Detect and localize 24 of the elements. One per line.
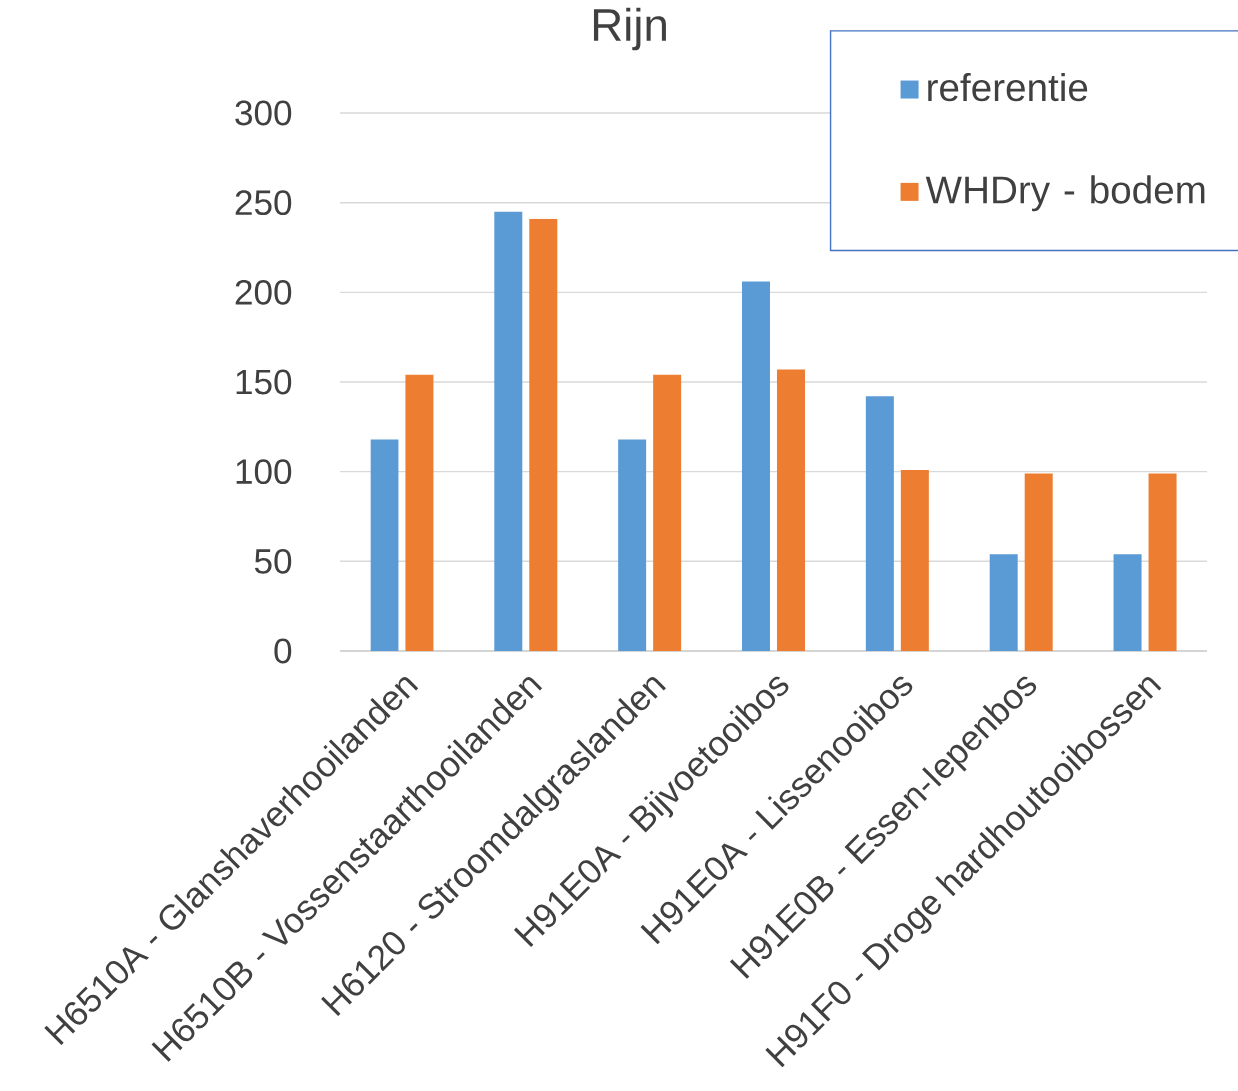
bar xyxy=(1148,473,1177,651)
y-tick-label: 0 xyxy=(274,638,292,664)
y-tick-label: 300 xyxy=(235,100,292,126)
bar xyxy=(618,439,647,651)
bar xyxy=(1113,554,1142,651)
bar xyxy=(741,281,770,651)
bar xyxy=(405,374,434,651)
legend-label: referentie xyxy=(928,72,1088,102)
y-tick-label: 50 xyxy=(254,548,292,574)
bar xyxy=(1024,473,1053,651)
y-tick-label: 100 xyxy=(236,459,292,485)
bar xyxy=(989,554,1018,651)
y-tick-label: 200 xyxy=(235,279,292,305)
y-tick-label: 250 xyxy=(235,190,292,216)
bar xyxy=(776,369,805,651)
chart-title: Rijn xyxy=(593,7,666,51)
legend-label: WHDry - bodem xyxy=(925,175,1205,212)
bar xyxy=(900,469,929,651)
bar xyxy=(653,374,682,651)
bar xyxy=(494,211,523,651)
y-tick-label: 150 xyxy=(236,369,292,395)
bar xyxy=(529,218,558,651)
bar xyxy=(865,396,894,651)
bar xyxy=(370,439,399,651)
